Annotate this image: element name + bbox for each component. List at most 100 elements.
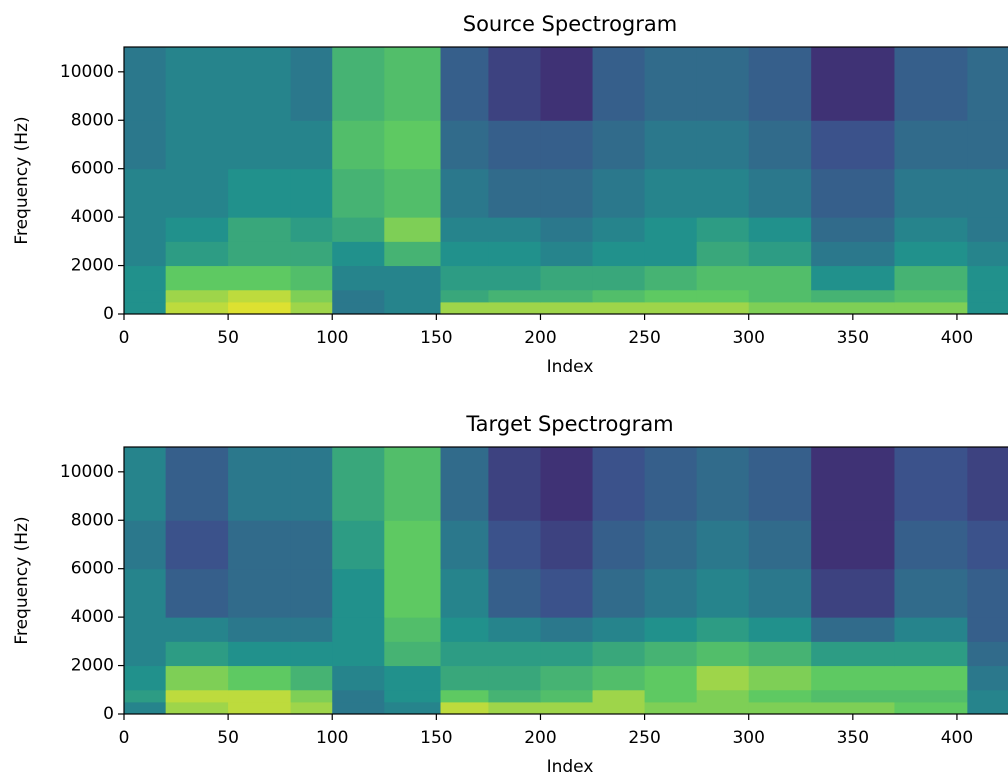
heatmap-cell	[384, 47, 442, 121]
heatmap-cell	[332, 568, 385, 618]
heatmap-cell	[967, 520, 1008, 570]
heatmap-cell	[540, 301, 594, 315]
heatmap-cell	[644, 520, 698, 570]
heatmap-cell	[332, 241, 385, 267]
heatmap-cell	[894, 689, 968, 703]
heatmap-cell	[748, 47, 812, 121]
heatmap-cell	[748, 701, 812, 715]
heatmap-cell	[165, 701, 229, 715]
heatmap-cell	[811, 289, 895, 303]
heatmap-cell	[748, 447, 812, 521]
heatmap-cell	[290, 241, 333, 267]
heatmap-cell	[540, 120, 594, 170]
heatmap-cell	[124, 641, 167, 667]
heatmap-cell	[384, 701, 442, 715]
heatmap-cell	[124, 617, 167, 642]
y-tick-label: 6000	[71, 159, 114, 179]
x-tick-label: 250	[628, 728, 660, 748]
heatmap-cell	[165, 168, 229, 218]
heatmap-cell	[440, 617, 489, 642]
heatmap-cell	[644, 265, 698, 291]
chart-title: Source Spectrogram	[463, 12, 677, 36]
heatmap-cell	[967, 568, 1008, 618]
heatmap-cell	[290, 289, 333, 303]
heatmap-cell	[228, 617, 292, 642]
heatmap-cell	[967, 265, 1008, 291]
heatmap-cell	[488, 520, 541, 570]
heatmap-cell	[540, 568, 594, 618]
y-tick-label: 2000	[71, 256, 114, 276]
heatmap-cell	[228, 520, 292, 570]
heatmap-cell	[124, 265, 167, 291]
heatmap-cell	[592, 617, 646, 642]
heatmap-cell	[894, 701, 968, 715]
heatmap-cell	[332, 289, 385, 303]
heatmap-cell	[332, 120, 385, 170]
heatmap-cell	[488, 665, 541, 691]
heatmap-cell	[165, 447, 229, 521]
heatmap-cell	[644, 241, 698, 267]
heatmap-cell	[384, 689, 442, 703]
heatmap-cell	[124, 520, 167, 570]
heatmap-cell	[440, 665, 489, 691]
heatmap-cell	[488, 617, 541, 642]
heatmap-cell	[811, 217, 895, 242]
heatmap-cell	[894, 47, 968, 121]
heatmap-cell	[644, 689, 698, 703]
heatmap-cell	[290, 689, 333, 703]
heatmap-cell	[696, 120, 750, 170]
heatmap-cell	[124, 301, 167, 315]
heatmap-cell	[488, 241, 541, 267]
heatmap-cell	[290, 265, 333, 291]
y-tick-label: 2000	[71, 656, 114, 676]
heatmap-cell	[644, 641, 698, 667]
heatmap-cell	[440, 447, 489, 521]
y-tick-label: 10000	[60, 62, 114, 82]
heatmap-cell	[748, 617, 812, 642]
y-axis-label: Frequency (Hz)	[12, 116, 32, 244]
heatmap-cell	[811, 168, 895, 218]
heatmap-cell	[811, 447, 895, 521]
heatmap-cell	[332, 265, 385, 291]
heatmap-cell	[592, 447, 646, 521]
heatmap-cell	[440, 47, 489, 121]
heatmap-cell	[644, 289, 698, 303]
heatmap-cell	[290, 217, 333, 242]
heatmap-cell	[228, 168, 292, 218]
heatmap-cell	[290, 701, 333, 715]
heatmap-cell	[290, 520, 333, 570]
heatmap-cell	[332, 665, 385, 691]
y-tick-label: 8000	[71, 110, 114, 130]
heatmap-cell	[540, 168, 594, 218]
heatmap-cell	[488, 47, 541, 121]
x-tick-label: 400	[941, 728, 973, 748]
heatmap-cell	[540, 47, 594, 121]
heatmap-cell	[696, 617, 750, 642]
heatmap-cell	[384, 217, 442, 242]
x-tick-label: 300	[732, 728, 764, 748]
x-tick-label: 350	[837, 728, 869, 748]
x-tick-label: 100	[316, 328, 348, 348]
heatmap-cell	[488, 447, 541, 521]
heatmap-cell	[488, 301, 541, 315]
heatmap-cell	[811, 120, 895, 170]
heatmap-cell	[894, 217, 968, 242]
heatmap-cell	[967, 447, 1008, 521]
heatmap-cell	[165, 520, 229, 570]
y-tick-label: 4000	[71, 207, 114, 227]
heatmap-cell	[967, 689, 1008, 703]
heatmap-cell	[488, 568, 541, 618]
y-tick-label: 6000	[71, 559, 114, 579]
heatmap-cell	[332, 520, 385, 570]
heatmap-cell	[894, 520, 968, 570]
heatmap-cell	[894, 447, 968, 521]
heatmap-cell	[440, 241, 489, 267]
heatmap-cell	[644, 447, 698, 521]
x-tick-label: 0	[119, 728, 130, 748]
heatmap-cell	[592, 47, 646, 121]
heatmap-cell	[748, 217, 812, 242]
heatmap-cell	[592, 120, 646, 170]
heatmap-cell	[644, 665, 698, 691]
heatmap-cell	[228, 265, 292, 291]
heatmap-cell	[811, 241, 895, 267]
